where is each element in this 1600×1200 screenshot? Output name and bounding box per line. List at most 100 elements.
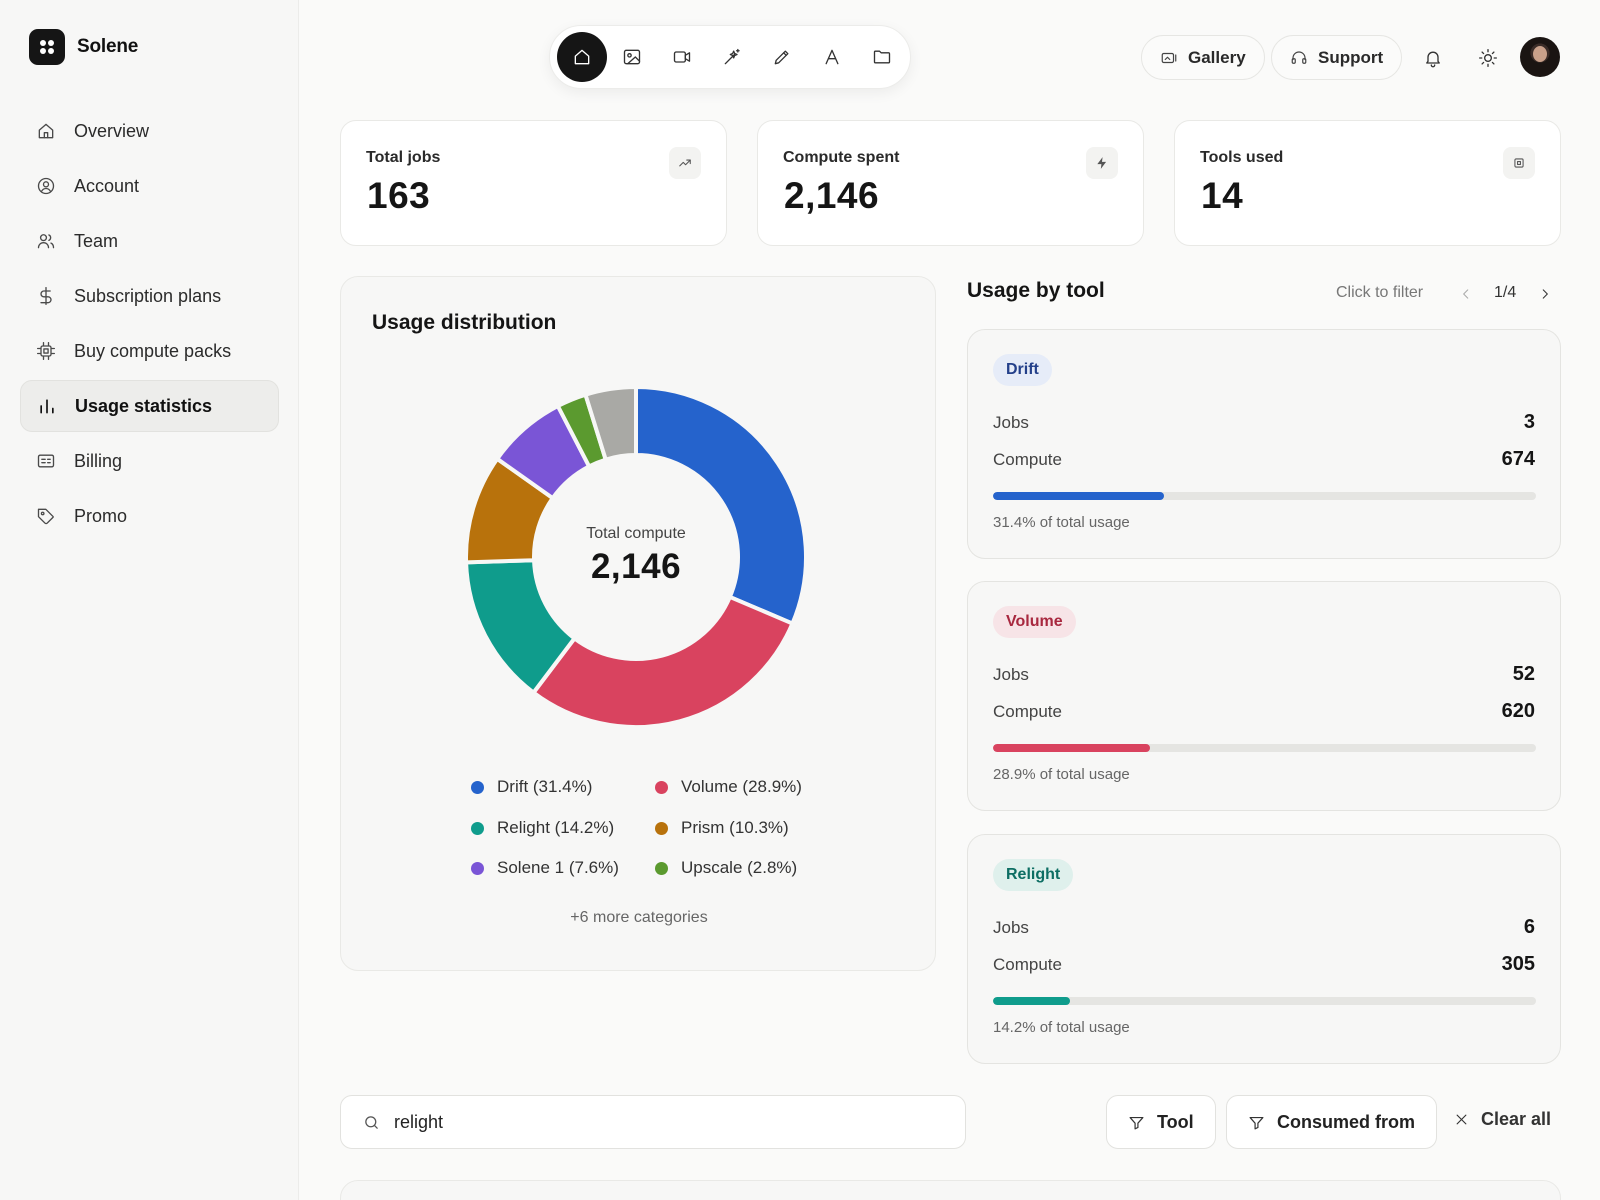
brand[interactable]: Solene — [29, 29, 138, 65]
toolbar-home-button[interactable] — [557, 32, 607, 82]
chip-icon — [1503, 147, 1535, 179]
search-input[interactable] — [394, 1111, 934, 1133]
sidebar-item-usage-statistics[interactable]: Usage statistics — [20, 380, 279, 432]
legend-swatch — [655, 821, 668, 835]
toolbar-folder-button[interactable] — [857, 32, 907, 82]
compute-label: Compute — [993, 955, 1062, 974]
home-icon — [38, 123, 54, 139]
cpu-icon — [37, 342, 55, 360]
toolbar-magic-button[interactable] — [707, 32, 757, 82]
tool-card-drift[interactable]: Drift Jobs 3 Compute 674 31.4% of total … — [967, 329, 1561, 559]
brand-logo-icon — [29, 29, 65, 65]
legend-label: Volume (28.9%) — [681, 777, 802, 796]
legend-item[interactable]: Relight (14.2%) — [471, 818, 614, 838]
users-icon — [37, 234, 55, 249]
legend-item[interactable]: Prism (10.3%) — [655, 818, 789, 838]
sidebar-item-label: Promo — [74, 505, 128, 526]
sidebar-item-billing[interactable]: Billing — [20, 435, 279, 487]
folder-icon — [873, 50, 891, 64]
support-button[interactable]: Support — [1271, 35, 1403, 80]
chevron-left-icon — [1463, 289, 1469, 299]
usage-share-text: 31.4% of total usage — [993, 514, 1130, 531]
tool-filter-label: Tool — [1157, 1111, 1194, 1132]
legend-swatch — [655, 780, 668, 794]
legend-item[interactable]: Upscale (2.8%) — [655, 858, 797, 878]
theme-toggle-button[interactable] — [1468, 38, 1508, 78]
tool-card-relight[interactable]: Relight Jobs 6 Compute 305 14.2% of tota… — [967, 834, 1561, 1064]
stat-label: Compute spent — [783, 149, 900, 166]
jobs-label: Jobs — [993, 413, 1029, 432]
donut-slice-other[interactable] — [583, 385, 638, 462]
clear-all-label: Clear all — [1481, 1109, 1552, 1129]
gallery-button-label: Gallery — [1188, 47, 1246, 67]
sidebar-item-overview[interactable]: Overview — [20, 105, 279, 157]
usage-donut-chart — [464, 385, 808, 729]
toolbar-video-button[interactable] — [657, 32, 707, 82]
tool-badge: Drift — [993, 354, 1052, 386]
next-page-button[interactable] — [1533, 282, 1557, 306]
stat-card-compute-spent: Compute spent 2,146 — [757, 120, 1144, 246]
toolbar-image-button[interactable] — [607, 32, 657, 82]
donut-slice-volume[interactable] — [531, 594, 795, 729]
stat-label: Tools used — [1200, 149, 1284, 166]
consumed-from-filter-button[interactable]: Consumed from — [1226, 1095, 1438, 1149]
chevron-right-icon — [1542, 289, 1548, 299]
more-categories-link[interactable]: +6 more categories — [570, 909, 708, 926]
sidebar-item-label: Billing — [74, 450, 123, 471]
stat-value: 163 — [367, 175, 431, 216]
sidebar-item-account[interactable]: Account — [20, 160, 279, 212]
stat-value: 2,146 — [784, 175, 880, 216]
sidebar-item-label: Team — [74, 230, 119, 251]
trend-up-icon — [669, 147, 701, 179]
sidebar-item-label: Overview — [74, 120, 150, 141]
brand-name: Solene — [77, 36, 139, 57]
toolbar-edit-button[interactable] — [757, 32, 807, 82]
sidebar-item-team[interactable]: Team — [20, 215, 279, 267]
usage-by-tool-title: Usage by tool — [967, 279, 1105, 302]
notifications-button[interactable] — [1413, 38, 1453, 78]
donut-slice-drift[interactable] — [634, 385, 808, 626]
clear-all-button[interactable]: Clear all — [1454, 1109, 1551, 1130]
sidebar-item-promo[interactable]: Promo — [20, 490, 279, 542]
usage-progress-fill — [993, 997, 1071, 1005]
compute-value: 674 — [1501, 448, 1535, 470]
user-avatar[interactable] — [1520, 37, 1560, 77]
sun-icon — [1479, 49, 1497, 68]
receipt-icon — [37, 454, 55, 468]
sidebar-item-buy-compute-packs[interactable]: Buy compute packs — [20, 325, 279, 377]
image-icon — [623, 49, 641, 65]
stat-value: 14 — [1201, 175, 1244, 216]
compute-label: Compute — [993, 702, 1062, 721]
usage-progress-bar — [993, 744, 1536, 752]
donut-center-value: 2,146 — [590, 547, 682, 586]
bar-chart-icon — [40, 399, 54, 414]
toolbar-text-button[interactable] — [807, 32, 857, 82]
results-table-card — [340, 1180, 1561, 1200]
sidebar-nav: Overview Account Team Subscription plans… — [20, 105, 279, 545]
tool-card-volume[interactable]: Volume Jobs 52 Compute 620 28.9% of tota… — [967, 581, 1561, 811]
filter-icon — [1129, 1116, 1144, 1129]
legend-label: Drift (31.4%) — [497, 777, 593, 796]
tool-filter-button[interactable]: Tool — [1106, 1095, 1216, 1149]
sidebar-item-subscription-plans[interactable]: Subscription plans — [20, 270, 279, 322]
jobs-value: 3 — [1523, 411, 1535, 433]
tool-badge: Volume — [993, 606, 1076, 638]
legend-label: Prism (10.3%) — [681, 818, 789, 837]
legend-item[interactable]: Drift (31.4%) — [471, 777, 592, 797]
magic-wand-icon — [724, 48, 740, 65]
sidebar-item-label: Subscription plans — [74, 285, 222, 306]
jobs-label: Jobs — [993, 665, 1029, 684]
legend-label: Upscale (2.8%) — [681, 858, 798, 877]
legend-item[interactable]: Solene 1 (7.6%) — [471, 858, 619, 878]
compute-value: 620 — [1501, 700, 1535, 722]
sidebar-item-label: Usage statistics — [75, 395, 213, 416]
search-field[interactable] — [340, 1095, 966, 1149]
support-button-label: Support — [1318, 47, 1384, 67]
previous-page-button[interactable] — [1454, 282, 1478, 306]
legend-item[interactable]: Volume (28.9%) — [655, 777, 802, 797]
gallery-button[interactable]: Gallery — [1141, 35, 1265, 80]
usage-share-text: 28.9% of total usage — [993, 766, 1130, 783]
donut-center: Total compute 2,146 — [461, 525, 811, 587]
sidebar-item-label: Buy compute packs — [74, 340, 232, 361]
lightning-icon — [1086, 147, 1118, 179]
